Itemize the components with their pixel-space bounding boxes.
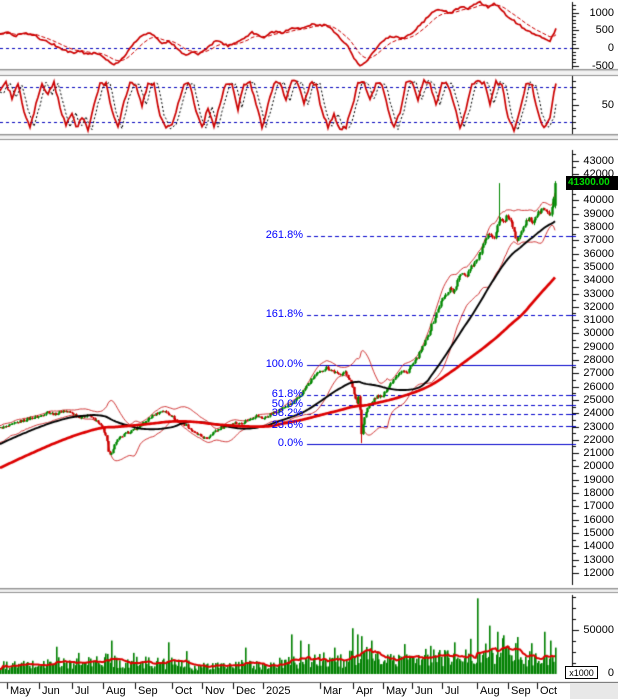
macd-y-tick-label: -500 <box>591 59 614 72</box>
macd-y-tick-label: 0 <box>607 42 614 54</box>
price-y-tick-label: 16000 <box>583 513 614 526</box>
fib-label: 61.8% <box>271 388 303 401</box>
month-label: Jun <box>42 685 60 697</box>
price-y-tick-label: 23000 <box>583 420 614 433</box>
volume-zero-label: 0 <box>607 667 614 679</box>
price-y-tick-label: 33000 <box>583 287 614 300</box>
month-label: Aug <box>480 685 500 697</box>
price-y-tick-label: 30000 <box>583 327 614 340</box>
price-y-tick-label: 14000 <box>583 540 614 553</box>
macd-y-tick-label: 1000 <box>589 6 614 19</box>
price-y-tick-label: 29000 <box>583 340 614 353</box>
month-label: Jul <box>75 685 90 697</box>
month-label: Jul <box>445 685 460 697</box>
month-label: Jun <box>415 685 433 697</box>
fib-label: 100.0% <box>265 357 303 370</box>
fib-label: 0.0% <box>277 437 303 450</box>
price-y-tick-label: 18000 <box>583 487 614 499</box>
price-y-tick-label: 22000 <box>583 433 614 446</box>
price-y-tick-label: 36000 <box>583 247 614 260</box>
month-label: May <box>386 685 407 697</box>
volume-y-tick-label: 50000 <box>583 624 614 636</box>
month-label: May <box>10 685 31 697</box>
month-label: Sep <box>511 685 531 697</box>
price-y-tick-label: 25000 <box>583 393 614 406</box>
stoch-y-tick-label: 50 <box>601 98 614 111</box>
fib-label: 161.8% <box>265 308 303 321</box>
month-label: 2025 <box>266 685 291 697</box>
fib-label: 261.8% <box>265 228 303 241</box>
last-price-badge: 41300.00 <box>566 176 618 191</box>
price-y-tick-label: 13000 <box>583 553 614 566</box>
price-y-tick-label: 43000 <box>583 154 614 167</box>
month-label: Apr <box>356 685 374 697</box>
fib-label: 38.2% <box>271 406 303 419</box>
price-y-tick-label: 39000 <box>583 207 614 220</box>
price-y-tick-label: 31000 <box>583 314 614 327</box>
price-y-tick-label: 26000 <box>583 380 614 393</box>
month-label: Nov <box>205 685 225 697</box>
month-label: Dec <box>236 685 256 697</box>
month-label: Sep <box>138 685 158 697</box>
month-label: Oct <box>540 685 558 697</box>
price-y-tick-label: 27000 <box>583 367 614 380</box>
month-label: Oct <box>175 685 193 697</box>
price-y-tick-label: 40000 <box>583 194 614 207</box>
price-y-tick-label: 19000 <box>583 473 614 486</box>
price-y-tick-label: 32000 <box>583 300 614 313</box>
price-y-tick-label: 21000 <box>583 447 614 460</box>
price-y-tick-label: 38000 <box>583 221 614 233</box>
fib-label: 50.0% <box>271 397 303 410</box>
price-y-tick-label: 20000 <box>583 460 614 473</box>
price-y-tick-label: 24000 <box>583 407 614 420</box>
month-label: Mar <box>323 685 342 697</box>
fib-label: 23.6% <box>271 418 303 431</box>
price-y-tick-label: 35000 <box>583 260 614 273</box>
price-y-tick-label: 28000 <box>583 354 614 366</box>
price-y-tick-label: 17000 <box>583 500 614 513</box>
price-y-tick-label: 37000 <box>583 234 614 247</box>
month-label: Aug <box>106 685 126 697</box>
macd-y-tick-label: 500 <box>595 24 614 37</box>
volume-unit-badge: x1000 <box>565 666 598 679</box>
price-y-tick-label: 12000 <box>583 566 614 579</box>
price-y-tick-label: 15000 <box>583 526 614 539</box>
price-y-tick-label: 34000 <box>583 274 614 287</box>
axis-corner <box>570 683 618 699</box>
